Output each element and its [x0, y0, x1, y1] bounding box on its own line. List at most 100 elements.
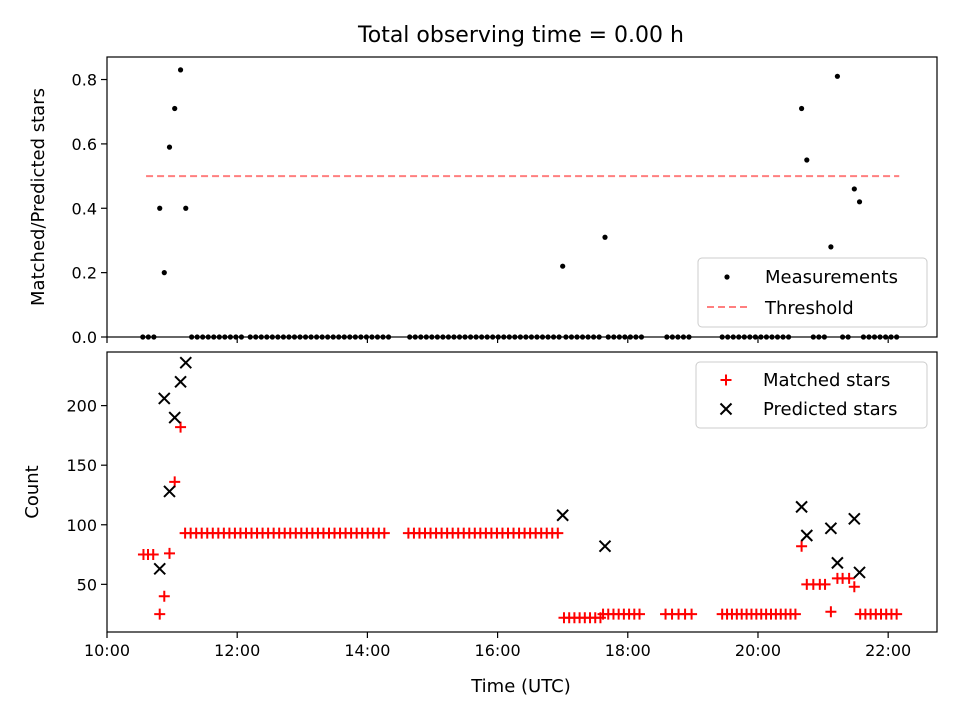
matched-point [169, 476, 181, 488]
measurement-point [157, 205, 163, 211]
measurement-point [834, 73, 841, 79]
measurement-point [523, 334, 529, 340]
measurement-point [479, 334, 485, 340]
measurement-point [374, 334, 381, 340]
measurement-point [556, 334, 562, 340]
measurement-point [407, 334, 413, 340]
predicted-point [800, 529, 814, 542]
measurement-point [363, 334, 370, 340]
measurement-point [730, 334, 736, 340]
matched-point [158, 590, 170, 602]
measurement-point [183, 205, 189, 211]
measurement-point [467, 334, 474, 340]
measurement-point [741, 334, 747, 340]
ratio-ytick-label: 0.2 [72, 264, 97, 283]
measurement-point [434, 334, 440, 340]
measurement-point [140, 334, 146, 340]
matched-point [154, 608, 166, 620]
measurement-point [473, 334, 479, 340]
x-tick-label: 14:00 [344, 641, 390, 660]
predicted-point [174, 375, 187, 388]
count-plot-area: 50 100 150 200 10:00 12:00 14:00 16:00 18:00 20:0… [66, 351, 938, 660]
count-ytick-label: 50 [77, 575, 97, 594]
legend-marker-matched [720, 374, 732, 386]
measurement-point [860, 334, 867, 340]
measurement-point [539, 334, 546, 340]
measurement-point [816, 334, 822, 340]
measurement-point [291, 334, 298, 340]
measurement-point [319, 334, 325, 340]
measurement-point [591, 334, 597, 340]
measurement-point [253, 334, 259, 340]
legend-label-predicted: Predicted stars [763, 399, 897, 420]
measurement-point [380, 334, 386, 340]
x-tick-label: 16:00 [475, 641, 521, 660]
legend-label-measurements: Measurements [765, 267, 898, 288]
measurement-point [269, 334, 275, 340]
predicted-point [853, 566, 866, 579]
measurement-point [616, 334, 622, 340]
ratio-panel: Total observing time = 0.00 h Matched/Pr… [28, 23, 938, 347]
measurement-point [484, 334, 490, 340]
measurement-point [605, 334, 611, 340]
measurement-point [758, 334, 764, 340]
matched-point [378, 527, 390, 539]
matched-point [891, 608, 903, 620]
measurement-point [725, 334, 731, 340]
measurement-point [341, 334, 347, 340]
measurement-point [574, 334, 580, 340]
predicted-point [831, 556, 844, 570]
measurement-point [161, 270, 167, 276]
predicted-point [158, 392, 171, 405]
measurement-point [429, 334, 435, 340]
ratio-plot-area: 0.0 0.2 0.4 0.6 0.8 [72, 56, 938, 347]
count-ytick-label: 200 [66, 397, 97, 416]
measurement-point [512, 334, 518, 340]
measurement-point [664, 334, 670, 340]
measurement-point [840, 334, 846, 340]
predicted-point [556, 509, 569, 522]
predicted-point [598, 540, 612, 553]
predicted-point [179, 356, 192, 369]
measurement-point [560, 263, 566, 269]
x-tick-label: 18:00 [605, 641, 651, 660]
measurement-point [462, 334, 468, 340]
measurement-point [528, 334, 535, 340]
measurement-point [821, 334, 827, 340]
measurement-point [418, 334, 424, 340]
measurement-point [866, 334, 872, 340]
measurement-point [563, 334, 569, 340]
measurement-point [611, 334, 617, 340]
measurement-point [810, 334, 816, 340]
measurement-point [550, 334, 557, 340]
measurement-point [233, 334, 239, 340]
ratio-ytick-label: 0.8 [72, 71, 97, 90]
measurement-point [877, 334, 883, 340]
measurement-point [336, 334, 342, 340]
y-axis-label-count: Count [22, 465, 43, 518]
ratio-ytick-label: 0.4 [72, 199, 97, 218]
count-legend: Matched stars Predicted stars [695, 361, 928, 429]
measurement-point [151, 334, 157, 340]
predicted-point [848, 512, 861, 526]
measurement-point [177, 67, 184, 73]
measurement-point [752, 334, 758, 340]
measurement-point [423, 334, 429, 340]
measurement-point [719, 334, 725, 340]
matched-point [819, 578, 831, 590]
legend-label-matched: Matched stars [763, 370, 890, 391]
measurement-point [490, 334, 496, 340]
count-ytick-label: 150 [66, 456, 97, 475]
measurement-point [247, 334, 253, 340]
measurement-point [633, 334, 639, 340]
count-ytick-label: 100 [66, 516, 97, 535]
measurement-point [440, 334, 446, 340]
measurement-point [451, 334, 457, 340]
measurement-point [506, 334, 512, 340]
x-tick-label: 10:00 [84, 641, 130, 660]
predicted-point [824, 522, 838, 535]
measurement-point [145, 334, 151, 340]
measurement-point [686, 334, 692, 340]
measurement-point [258, 334, 264, 340]
